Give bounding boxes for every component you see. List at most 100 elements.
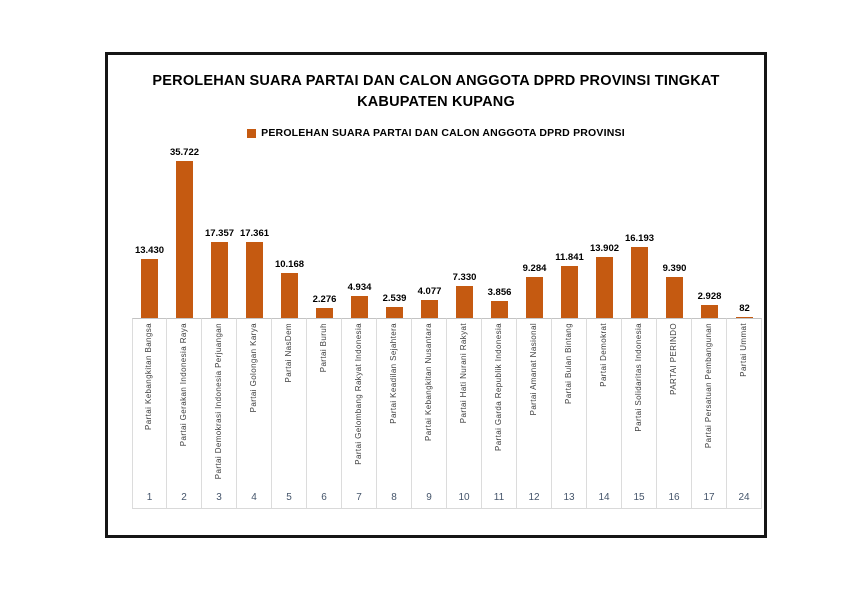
category-number: 2 — [181, 492, 187, 503]
chart-container: PEROLEHAN SUARA PARTAI DAN CALON ANGGOTA… — [105, 52, 767, 538]
bar-zone: 10.168 — [272, 158, 307, 318]
category-label: Partai Demokrasi Indonesia Perjuangan — [213, 323, 223, 480]
bar — [421, 300, 438, 318]
category-column: 13.430 Partai Kebangkitan Bangsa 1 — [132, 158, 167, 509]
category-label-cell: Partai Kebangkitan Bangsa — [132, 318, 167, 487]
category-label: Partai Amanat Nasional — [528, 323, 538, 416]
chart-title-line1: PEROLEHAN SUARA PARTAI DAN CALON ANGGOTA… — [152, 73, 720, 89]
bar-value-label: 4.934 — [347, 282, 372, 294]
category-label: Partai Kebangkitan Bangsa — [144, 323, 154, 430]
bar-zone: 4.934 — [342, 158, 377, 318]
bar-zone: 82 — [727, 158, 762, 318]
category-column: 9.284 Partai Amanat Nasional 12 — [517, 158, 552, 509]
bar — [701, 305, 718, 318]
category-column: 2.539 Partai Keadilan Sejahtera 8 — [377, 158, 412, 509]
category-number: 1 — [146, 492, 153, 503]
bar-value-label: 2.539 — [382, 292, 407, 304]
category-number-cell: 12 — [517, 487, 552, 509]
category-number-cell: 8 — [377, 487, 412, 509]
category-label-cell: Partai Amanat Nasional — [517, 318, 552, 487]
category-label-cell: Partai Hati Nurani Rakyat — [447, 318, 482, 487]
bar-zone: 17.361 — [237, 158, 272, 318]
bar — [386, 306, 403, 318]
category-number-cell: 24 — [727, 487, 762, 509]
category-label: Partai Solidaritas Indonesia — [633, 323, 643, 432]
bar — [316, 308, 333, 318]
category-column: 35.722 Partai Gerakan Indonesia Raya 2 — [167, 147, 202, 509]
category-number: 17 — [703, 492, 715, 503]
bar-value-label: 17.361 — [239, 227, 270, 239]
category-column: 4.077 Partai Kebangkitan Nusantara 9 — [412, 158, 447, 509]
category-number-cell: 17 — [692, 487, 727, 509]
category-label: Partai Gelombang Rakyat Indonesia — [353, 323, 363, 465]
category-number: 11 — [493, 492, 505, 503]
category-label: Partai Buruh — [318, 323, 328, 373]
category-number-cell: 15 — [622, 487, 657, 509]
category-label-cell: Partai Ummat — [727, 318, 762, 487]
category-number: 13 — [563, 492, 575, 503]
category-number: 14 — [598, 492, 610, 503]
plot-area: 13.430 Partai Kebangkitan Bangsa 1 35.722 Pa… — [132, 147, 762, 509]
category-number: 24 — [738, 492, 750, 503]
bar-zone: 9.390 — [657, 158, 692, 318]
category-column: 4.934 Partai Gelombang Rakyat Indonesia 7 — [342, 158, 377, 509]
bar-zone: 7.330 — [447, 158, 482, 318]
bar-value-label: 16.193 — [624, 232, 655, 244]
category-label: Partai Golongan Karya — [248, 323, 258, 413]
category-label: Partai Kebangkitan Nusantara — [423, 323, 433, 441]
bar-value-label: 17.357 — [204, 227, 235, 239]
category-label: Partai Keadilan Sejahtera — [388, 323, 398, 424]
bar-zone: 4.077 — [412, 158, 447, 318]
category-column: 11.841 Partai Bulan Bintang 13 — [552, 158, 587, 509]
category-number-cell: 3 — [202, 487, 237, 509]
bar-zone: 16.193 — [622, 158, 657, 318]
bar-value-label: 9.390 — [662, 262, 687, 274]
category-number: 12 — [528, 492, 540, 503]
category-label: Partai Persatuan Pembangunan — [703, 323, 713, 449]
bar-zone: 9.284 — [517, 158, 552, 318]
legend: PEROLEHAN SUARA PARTAI DAN CALON ANGGOTA… — [108, 127, 764, 139]
category-number: 3 — [216, 492, 222, 503]
category-column: 10.168 Partai NasDem 5 — [272, 158, 307, 509]
category-number: 5 — [286, 492, 292, 503]
category-number: 8 — [391, 492, 397, 503]
category-number-cell: 4 — [237, 487, 272, 509]
category-number: 6 — [321, 492, 327, 503]
chart-title-line2: KABUPATEN KUPANG — [357, 94, 515, 110]
bar-value-label: 4.077 — [417, 286, 442, 298]
bar — [631, 246, 648, 318]
bar-value-label: 13.430 — [134, 244, 165, 256]
bar — [526, 277, 543, 318]
category-label-cell: Partai Garda Republik Indonesia — [482, 318, 517, 487]
bar — [561, 265, 578, 318]
chart-title: PEROLEHAN SUARA PARTAI DAN CALON ANGGOTA… — [108, 71, 764, 113]
bar — [246, 241, 263, 318]
bar-value-label: 9.284 — [522, 263, 547, 275]
category-label-cell: Partai Bulan Bintang — [552, 318, 587, 487]
bar-zone: 3.856 — [482, 158, 517, 318]
category-label: Partai Bulan Bintang — [563, 323, 573, 404]
category-label-cell: Partai Demokrasi Indonesia Perjuangan — [202, 318, 237, 487]
category-label-cell: Partai Gelombang Rakyat Indonesia — [342, 318, 377, 487]
category-number-cell: 13 — [552, 487, 587, 509]
category-label-cell: Partai Solidaritas Indonesia — [622, 318, 657, 487]
category-label-cell: Partai NasDem — [272, 318, 307, 487]
bar-value-label: 3.856 — [487, 287, 512, 299]
bar-zone: 17.357 — [202, 158, 237, 318]
category-column: 13.902 Partai Demokrat 14 — [587, 158, 622, 509]
category-number-cell: 2 — [167, 487, 202, 509]
category-number-cell: 1 — [132, 487, 167, 509]
category-number-cell: 5 — [272, 487, 307, 509]
category-number: 7 — [356, 492, 362, 503]
category-label: Partai NasDem — [283, 323, 293, 383]
bar-zone: 13.902 — [587, 158, 622, 318]
category-number-cell: 11 — [482, 487, 517, 509]
bar-zone: 13.430 — [132, 158, 167, 318]
bar-value-label: 10.168 — [274, 259, 305, 271]
category-label-cell: Partai Keadilan Sejahtera — [377, 318, 412, 487]
category-column: 17.361 Partai Golongan Karya 4 — [237, 158, 272, 509]
bar — [456, 285, 473, 318]
bar-zone: 35.722 — [167, 147, 202, 318]
category-column: 3.856 Partai Garda Republik Indonesia 11 — [482, 158, 517, 509]
category-number-cell: 10 — [447, 487, 482, 509]
